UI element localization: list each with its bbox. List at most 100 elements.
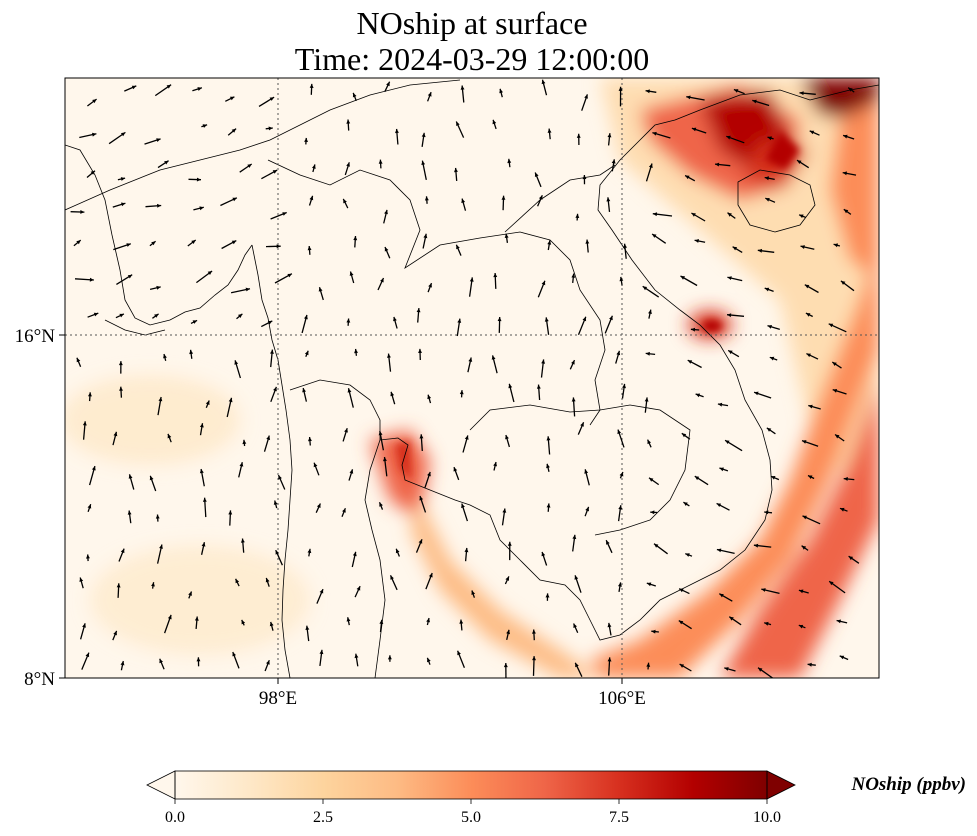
wind-arrow-head — [166, 84, 172, 89]
wind-arrow-head — [245, 287, 250, 292]
wind-arrow-head — [619, 276, 624, 282]
wind-arrow-head — [164, 160, 169, 165]
wind-arrow-head — [312, 164, 316, 169]
wind-arrow-head — [582, 316, 587, 322]
wind-arrow-head — [189, 349, 194, 355]
wind-arrow-head — [456, 121, 460, 126]
wind-arrow-head — [346, 617, 351, 622]
wind-arrow-head — [380, 278, 384, 283]
wind-arrow-head — [427, 394, 432, 400]
wind-arrow-head — [126, 243, 131, 247]
wind-arrow-head — [188, 591, 192, 596]
map-subtitle-time: Time: 2024-03-29 12:00:00 — [294, 41, 650, 77]
wind-arrow-head — [159, 658, 163, 664]
wind-arrow-head — [607, 622, 612, 628]
wind-arrow-head — [580, 422, 584, 427]
wind-arrow-head — [395, 128, 399, 134]
wind-arrow-head — [769, 356, 775, 361]
wind-arrow-head — [202, 497, 207, 502]
wind-arrow-head — [582, 175, 587, 180]
wind-arrow-head — [113, 431, 118, 437]
wind-arrow-head — [82, 421, 87, 426]
wind-arrow-head — [840, 280, 846, 285]
wind-arrow-head — [691, 213, 696, 217]
wind-arrow-head — [309, 83, 314, 88]
wind-arrow-head — [119, 386, 123, 391]
wind-arrow-head — [196, 657, 201, 662]
wind-arrow-head — [343, 198, 347, 204]
wind-arrow-head — [650, 510, 655, 515]
wind-arrow-head — [159, 544, 163, 549]
wind-arrow-head — [547, 240, 552, 245]
wind-arrow-head — [89, 277, 94, 282]
wind-arrow-head — [618, 582, 622, 587]
wind-arrow-head — [798, 624, 804, 629]
wind-arrow-head — [585, 239, 590, 244]
wind-arrow-head — [390, 575, 394, 580]
wind-arrow-head — [270, 349, 274, 354]
wind-arrow-head — [352, 551, 357, 557]
wind-arrow-head — [757, 248, 763, 253]
wind-arrow-head — [724, 667, 729, 671]
wind-arrow-head — [727, 313, 732, 318]
wind-arrow-head — [151, 582, 155, 587]
wind-arrow-head — [346, 318, 351, 323]
wind-arrow-head — [427, 657, 431, 663]
wind-arrow-head — [609, 315, 613, 321]
wind-arrow-head — [532, 656, 536, 661]
wind-arrow-head — [428, 283, 432, 288]
wind-arrow-head — [802, 440, 807, 444]
wind-arrow-head — [267, 320, 273, 325]
wind-arrow-head — [471, 590, 476, 595]
wind-arrow-head — [356, 586, 361, 591]
wind-arrow-head — [534, 172, 539, 177]
wind-arrow-head — [839, 655, 845, 660]
wind-arrow-head — [231, 240, 237, 245]
colorbar-extend-max — [766, 770, 796, 800]
colorbar-extend-min — [146, 770, 176, 800]
wind-arrow-head — [192, 320, 198, 324]
wind-arrow-head — [679, 664, 684, 668]
myanmar-coast — [65, 144, 253, 326]
wind-arrow-head — [119, 313, 124, 318]
wind-arrow-head — [499, 88, 503, 94]
wind-arrow-head — [239, 462, 244, 467]
wind-arrow-head — [418, 539, 423, 544]
wind-arrow-head — [276, 244, 281, 249]
wind-arrow-head — [584, 469, 589, 474]
wind-arrow-head — [719, 593, 724, 598]
laos-thailand-border — [267, 159, 606, 426]
wind-arrow-head — [268, 126, 273, 131]
map-panel — [65, 78, 879, 678]
wind-arrow-head — [622, 383, 626, 389]
wind-arrow-head — [754, 391, 759, 396]
myanmar-thailand-border — [289, 379, 381, 440]
wind-arrow-head — [618, 505, 623, 510]
wind-arrow-head — [541, 551, 546, 557]
wind-arrow-head — [843, 134, 848, 139]
wind-arrow-head — [265, 577, 270, 583]
wind-arrow-head — [648, 163, 653, 168]
wind-arrow-head — [199, 206, 204, 211]
colorbar-tick-0: 0.0 — [165, 809, 185, 826]
wind-arrow-head — [390, 391, 395, 397]
wind-arrow-head — [269, 621, 274, 627]
wind-arrow-head — [273, 500, 278, 505]
wind-arrow-head — [120, 661, 125, 666]
wind-arrow-head — [645, 89, 650, 94]
wind-arrow-head — [547, 128, 552, 133]
wind-arrow-head — [828, 323, 834, 328]
wind-arrow-head — [808, 404, 813, 409]
wind-arrow-head — [715, 162, 720, 167]
wind-arrow-head — [694, 476, 700, 481]
wind-arrow-head — [116, 583, 121, 588]
wind-arrow-head — [809, 130, 815, 135]
wind-arrow-head — [503, 663, 508, 668]
wind-arrow-head — [493, 273, 498, 278]
wind-arrow-head — [654, 543, 659, 548]
wind-arrow-head — [378, 159, 383, 164]
wind-arrow-head — [836, 619, 841, 624]
wind-arrow-head — [247, 164, 252, 168]
lon-tick-106: 106°E — [598, 688, 646, 709]
